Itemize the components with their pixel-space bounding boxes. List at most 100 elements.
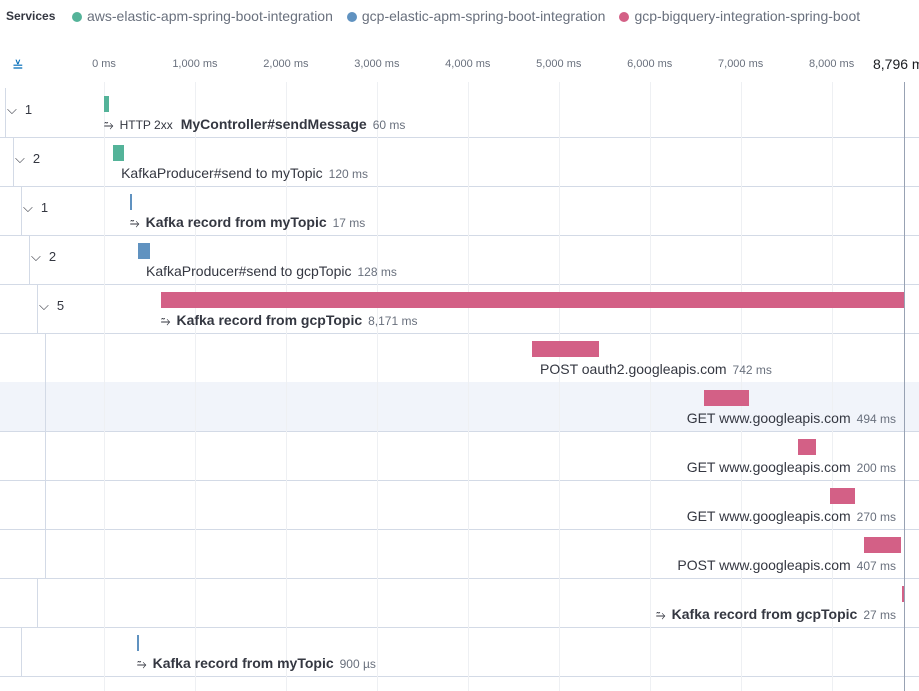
- legend-entry: gcp-bigquery-integration-spring-boot: [619, 8, 860, 24]
- child-count: 2: [48, 249, 57, 264]
- span-duration: 8,171 ms: [368, 314, 418, 328]
- span-label: ⥲ Kafka record from myTopic 17 ms: [130, 214, 365, 231]
- span-duration: 900 µs: [339, 657, 376, 671]
- legend-name: gcp-bigquery-integration-spring-boot: [634, 8, 861, 24]
- span-name: Kafka record from myTopic: [145, 214, 327, 230]
- span-duration: 17 ms: [332, 216, 366, 230]
- grid-line: [649, 82, 651, 691]
- span-duration: 200 ms: [856, 461, 896, 475]
- span-label: GET www.googleapis.com 270 ms: [687, 508, 896, 524]
- waterfall-row[interactable]: ⌵ 2: [0, 137, 919, 187]
- tree-line: [45, 480, 46, 529]
- tree-line: [45, 431, 46, 480]
- span-label: ⥲ Kafka record from gcpTopic 8,171 ms: [161, 312, 418, 329]
- grid-line: [285, 82, 287, 691]
- transaction-icon: ⥲: [137, 657, 147, 671]
- waterfall-row[interactable]: ⌵ 1: [0, 88, 919, 138]
- span-name: Kafka record from gcpTopic: [176, 312, 363, 328]
- span-duration: 270 ms: [856, 510, 896, 524]
- span-duration: 27 ms: [863, 608, 896, 622]
- span-bar[interactable]: [798, 439, 817, 455]
- tree-line: [5, 88, 6, 137]
- span-label: ⥲ Kafka record from myTopic 900 µs: [137, 655, 376, 672]
- expand-toggle[interactable]: ⌵ 2: [15, 151, 41, 167]
- tree-line: [45, 382, 46, 431]
- x-tick-label: 8,796 ms: [873, 56, 919, 72]
- child-count: 5: [56, 298, 65, 313]
- span-bar[interactable]: [130, 194, 132, 210]
- waterfall-row[interactable]: ⌵ 1: [0, 186, 919, 236]
- collapse-all-toggle[interactable]: ≚: [12, 58, 24, 74]
- grid-line: [831, 82, 833, 691]
- legend-entry: aws-elastic-apm-spring-boot-integration: [72, 8, 333, 24]
- waterfall-row[interactable]: [0, 529, 919, 579]
- tree-line: [45, 333, 46, 382]
- tree-line: [29, 235, 30, 284]
- legend-entry: gcp-elastic-apm-spring-boot-integration: [346, 8, 606, 24]
- span-name: GET www.googleapis.com: [686, 508, 851, 524]
- transaction-icon: ⥲: [104, 118, 114, 132]
- span-bar[interactable]: [704, 390, 749, 406]
- expand-toggle[interactable]: ⌵ 2: [31, 249, 57, 265]
- child-count: 1: [24, 102, 33, 117]
- services-label: Services: [6, 9, 56, 23]
- transaction-icon: ⥲: [656, 608, 666, 622]
- tree-line: [21, 627, 22, 676]
- x-tick-label: 3,000 ms: [354, 58, 400, 70]
- span-name: GET www.googleapis.com: [686, 410, 851, 426]
- span-bar[interactable]: [160, 292, 904, 308]
- waterfall-row[interactable]: [0, 382, 919, 432]
- span-name: GET www.googleapis.com: [686, 459, 851, 475]
- x-tick-label: 4,000 ms: [445, 58, 491, 70]
- grid-line: [194, 82, 196, 691]
- status-badge: HTTP 2xx: [119, 118, 173, 132]
- span-bar[interactable]: [113, 145, 124, 161]
- caret: ⌵: [15, 151, 25, 166]
- legend-dot: [619, 12, 630, 22]
- span-label: GET www.googleapis.com 494 ms: [687, 410, 896, 426]
- caret: ⌵: [39, 298, 49, 313]
- x-tick-label: 1,000 ms: [172, 58, 218, 70]
- waterfall-row[interactable]: [0, 627, 919, 677]
- legend-name: gcp-elastic-apm-spring-boot-integration: [361, 8, 606, 24]
- caret: ⌵: [31, 249, 41, 264]
- span-bar[interactable]: [532, 341, 600, 357]
- span-label: ⥲ HTTP 2xx MyController#sendMessage 60 ms: [104, 116, 405, 133]
- span-duration: 407 ms: [856, 559, 896, 573]
- span-bar[interactable]: [901, 586, 905, 602]
- x-tick-label: 2,000 ms: [263, 58, 309, 70]
- span-label: ⥲ Kafka record from gcpTopic 27 ms: [656, 606, 896, 623]
- caret: ⌵: [7, 102, 17, 117]
- span-bar[interactable]: [104, 96, 110, 112]
- waterfall-row[interactable]: ⌵ 5: [0, 284, 919, 334]
- span-name: MyController#sendMessage: [180, 116, 367, 132]
- expand-toggle[interactable]: ⌵ 5: [39, 298, 65, 314]
- transaction-icon: ⥲: [130, 216, 140, 230]
- span-bar[interactable]: [137, 635, 139, 651]
- span-bar[interactable]: [829, 488, 855, 504]
- expand-toggle[interactable]: ⌵ 1: [23, 200, 49, 216]
- span-label: POST oauth2.googleapis.com 742 ms: [540, 361, 772, 377]
- legend: aws-elastic-apm-spring-boot-integration g…: [72, 8, 874, 24]
- legend-dot: [346, 12, 357, 22]
- tree-line: [37, 578, 38, 627]
- expand-toggle[interactable]: ⌵ 1: [7, 102, 33, 118]
- grid-line: [740, 82, 742, 691]
- waterfall-row[interactable]: [0, 480, 919, 530]
- span-name: KafkaProducer#send to gcpTopic: [146, 263, 352, 279]
- span-duration: 494 ms: [856, 412, 896, 426]
- tree-line: [21, 186, 22, 235]
- waterfall-row[interactable]: [0, 578, 919, 628]
- grid-line: [904, 82, 905, 691]
- span-bar[interactable]: [863, 537, 901, 553]
- span-label: GET www.googleapis.com 200 ms: [687, 459, 896, 475]
- legend-dot: [72, 12, 82, 22]
- waterfall-row[interactable]: [0, 431, 919, 481]
- span-bar[interactable]: [138, 243, 150, 259]
- waterfall-row[interactable]: ⌵ 2: [0, 235, 919, 285]
- grid-line: [467, 82, 469, 691]
- span-duration: 120 ms: [328, 167, 369, 181]
- waterfall-row[interactable]: [0, 333, 919, 383]
- span-duration: 128 ms: [357, 265, 397, 279]
